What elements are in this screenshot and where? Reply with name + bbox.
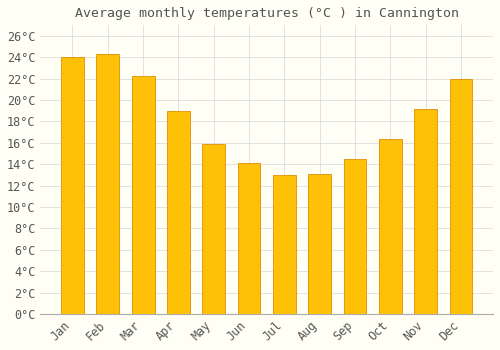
Bar <box>308 174 331 314</box>
Bar <box>379 139 402 314</box>
Bar <box>273 175 296 314</box>
Bar <box>132 76 154 314</box>
Bar <box>61 57 84 314</box>
Bar <box>450 79 472 314</box>
Bar <box>167 111 190 314</box>
Bar <box>344 159 366 314</box>
Title: Average monthly temperatures (°C ) in Cannington: Average monthly temperatures (°C ) in Ca… <box>74 7 458 20</box>
Bar <box>202 144 225 314</box>
Bar <box>414 108 437 314</box>
Bar <box>238 163 260 314</box>
Bar <box>96 54 119 314</box>
